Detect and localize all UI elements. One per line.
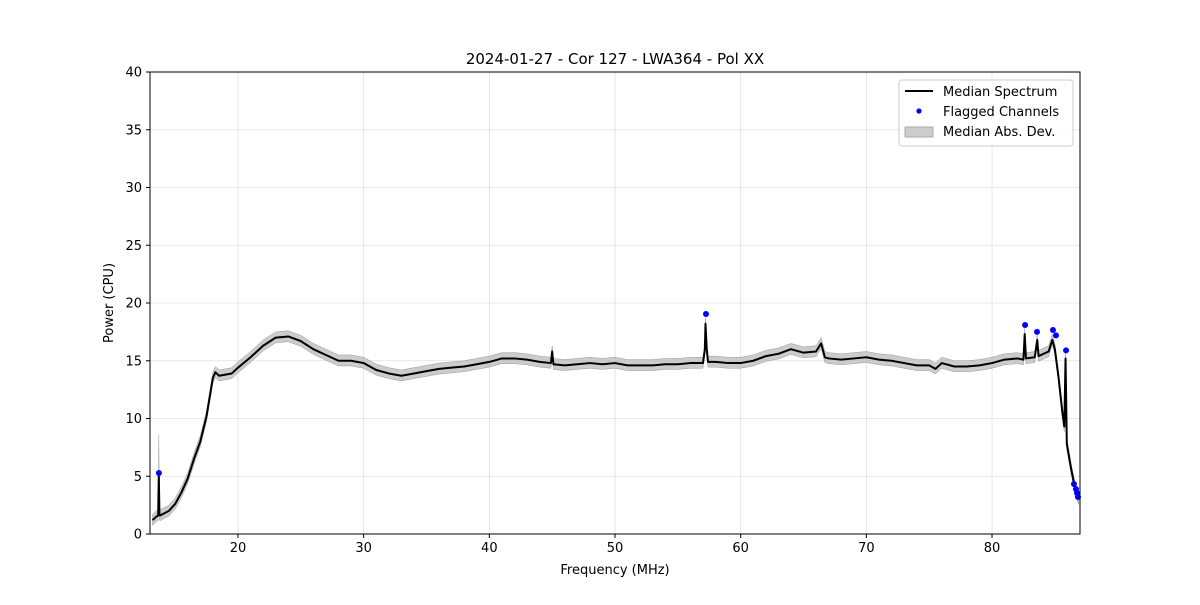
legend-median-label: Median Spectrum [943, 85, 1057, 100]
flagged-channel-point [1022, 321, 1029, 328]
flagged-channel-point [1034, 328, 1041, 335]
x-tick-label: 60 [732, 541, 749, 556]
chart-title: 2024-01-27 - Cor 127 - LWA364 - Pol XX [466, 50, 764, 68]
x-tick-label: 30 [355, 541, 372, 556]
legend: Median Spectrum Flagged Channels Median … [898, 79, 1074, 147]
legend-mad-label: Median Abs. Dev. [943, 125, 1055, 140]
flagged-channel-point [702, 310, 709, 317]
x-axis-label: Frequency (MHz) [560, 563, 669, 578]
x-tick-label: 50 [607, 541, 624, 556]
x-tick-label: 70 [858, 541, 875, 556]
median-spectrum-line [151, 322, 1080, 521]
median-line-group [151, 322, 1080, 521]
legend-mad-swatch [904, 126, 934, 138]
flagged-channel-point [155, 470, 162, 477]
x-tick-label: 40 [481, 541, 498, 556]
y-tick-label: 0 [134, 528, 142, 543]
legend-box [898, 79, 1074, 147]
flagged-channel-point [1074, 494, 1081, 501]
mad-band [152, 318, 1079, 526]
y-tick-label: 20 [125, 297, 142, 312]
flagged-channel-point [1070, 480, 1077, 487]
legend-flagged-swatch [916, 108, 922, 114]
y-tick-label: 35 [125, 123, 142, 138]
legend-flagged-label: Flagged Channels [943, 105, 1059, 120]
flagged-channel-point [1049, 327, 1056, 334]
x-tick-label: 20 [230, 541, 247, 556]
y-axis-label: Power (CPU) [102, 263, 117, 343]
flagged-channel-point [1063, 347, 1070, 354]
flagged-points-group [155, 310, 1081, 501]
y-tick-label: 5 [134, 470, 142, 485]
y-tick-label: 15 [125, 354, 142, 369]
y-tick-label: 40 [125, 66, 142, 81]
flagged-channel-point [1052, 332, 1059, 339]
y-tick-label: 10 [125, 412, 142, 427]
y-tick-label: 30 [125, 181, 142, 196]
ticks: 20 30 40 50 60 70 80 0 5 10 15 20 25 30 35 40 [125, 66, 1000, 557]
grid [150, 71, 1080, 535]
x-tick-label: 80 [984, 541, 1001, 556]
y-tick-label: 25 [125, 239, 142, 254]
mad-band-group [152, 318, 1079, 526]
